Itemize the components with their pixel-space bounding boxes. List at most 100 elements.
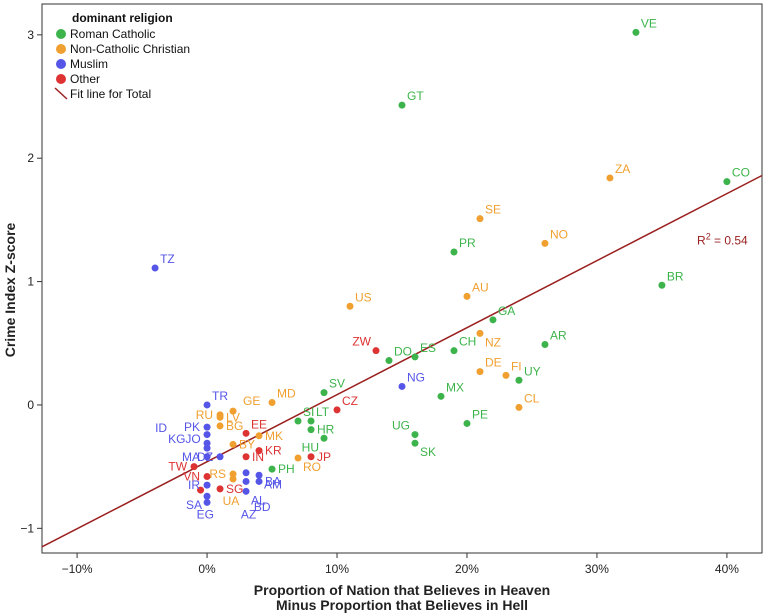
point-ug <box>411 431 419 439</box>
point-jo <box>203 444 211 452</box>
point-label-ma: MA <box>182 450 200 464</box>
point-label-do: DO <box>394 345 412 359</box>
point-sk <box>411 439 419 447</box>
point-id <box>203 431 211 439</box>
point-label-gt: GT <box>407 89 424 103</box>
point-az <box>242 477 250 485</box>
legend-swatch-fit <box>54 87 68 100</box>
y-tick-label: 0 <box>27 398 34 412</box>
point-mx <box>437 392 445 400</box>
point-rs <box>229 470 237 478</box>
x-tick-label: 40% <box>715 562 739 576</box>
point-dz <box>216 453 224 461</box>
point-hu <box>320 434 328 442</box>
point-label-bg: BG <box>226 419 243 433</box>
point-gt <box>398 101 406 109</box>
point-vn <box>203 473 211 481</box>
point-label-by: BY <box>239 437 255 451</box>
point-label-sg: SG <box>226 482 243 496</box>
point-label-ge: GE <box>243 394 260 408</box>
point-lt <box>307 417 315 425</box>
point-us <box>346 302 354 310</box>
x-tick-label: 30% <box>585 562 609 576</box>
point-by <box>229 440 237 448</box>
point-label-lt: LT <box>316 405 330 419</box>
x-tick-label: 10% <box>325 562 349 576</box>
legend-label-ot: Other <box>70 72 100 86</box>
legend: dominant religion Roman CatholicNon-Catho… <box>54 11 190 101</box>
point-label-ro: RO <box>303 460 321 474</box>
point-label-de: DE <box>485 356 502 370</box>
point-zw <box>372 347 380 355</box>
point-label-dz: DZ <box>197 450 213 464</box>
point-label-al: AL <box>251 493 266 507</box>
point-label-hr: HR <box>317 423 335 437</box>
point-label-mx: MX <box>446 380 464 394</box>
point-label-mk: MK <box>265 429 283 443</box>
point-md <box>268 398 276 406</box>
legend-label-rc: Roman Catholic <box>70 27 155 41</box>
point-jp <box>307 453 315 461</box>
point-ge <box>229 407 237 415</box>
point-label-kgjo: KGJO <box>168 432 201 446</box>
point-kr <box>255 447 263 455</box>
point-label-au: AU <box>472 280 489 294</box>
point-label-eg: EG <box>197 507 214 521</box>
legend-label-fit: Fit line for Total <box>70 87 151 101</box>
x-tick-label: 20% <box>455 562 479 576</box>
point-label-kr: KR <box>265 444 282 458</box>
point-in <box>242 453 250 461</box>
point-label-az: AZ <box>241 507 256 521</box>
legend-title: dominant religion <box>72 11 173 25</box>
point-label-tz: TZ <box>160 252 175 266</box>
point-pe <box>463 419 471 427</box>
point-label-sk: SK <box>420 445 436 459</box>
fit-line-layer <box>41 174 763 548</box>
point-cl <box>515 403 523 411</box>
point-ir <box>203 481 211 489</box>
point-no <box>541 239 549 247</box>
point-pk <box>203 423 211 431</box>
point-sa <box>203 492 211 500</box>
point-label-in: IN <box>252 450 264 464</box>
point-label-pk: PK <box>184 420 200 434</box>
point-am <box>255 471 263 479</box>
x-axis-title-line1: Proportion of Nation that Believes in He… <box>254 582 550 598</box>
x-axis-title-line2: Minus Proportion that Believes in Hell <box>276 597 528 613</box>
point-label-ar: AR <box>550 329 567 343</box>
point-label-tr: TR <box>212 389 228 403</box>
y-axis-title: Crime Index Z-score <box>2 222 18 357</box>
point-label-se: SE <box>485 203 501 217</box>
y-tick-label: −1 <box>20 521 34 535</box>
point-label-zw: ZW <box>352 335 371 349</box>
point-label-ch: CH <box>459 335 476 349</box>
legend-label-mu: Muslim <box>70 57 108 71</box>
point-label-ph: PH <box>278 462 295 476</box>
point-pr <box>450 248 458 256</box>
x-tick-label: 0% <box>198 562 216 576</box>
point-ph <box>268 465 276 473</box>
point-label-jp: JP <box>317 450 331 464</box>
plot-frame <box>41 3 763 554</box>
point-hr <box>307 426 315 434</box>
point-bd <box>242 469 250 477</box>
point-label-fi: FI <box>511 359 522 373</box>
point-ng <box>398 382 406 390</box>
point-label-tw: TW <box>168 460 187 474</box>
x-tick-label: −10% <box>62 562 93 576</box>
y-tick-label: 2 <box>27 151 34 165</box>
point-label-cl: CL <box>524 391 540 405</box>
point-ba <box>255 477 263 485</box>
point-label-co: CO <box>732 166 750 180</box>
point-cz <box>333 406 341 414</box>
point-label-am: AM <box>264 477 282 491</box>
legend-swatch-mu <box>56 59 66 69</box>
point-do <box>385 357 393 365</box>
point-ga <box>489 316 497 324</box>
point-uy <box>515 376 523 384</box>
point-label-bd: BD <box>254 500 271 514</box>
point-label-ve: VE <box>641 16 657 30</box>
legend-swatch-ot <box>56 74 66 84</box>
